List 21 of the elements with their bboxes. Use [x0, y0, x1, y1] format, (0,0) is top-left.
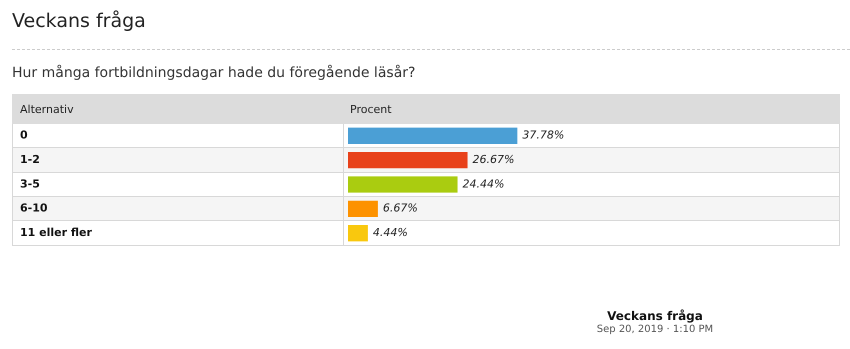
y-tick-label: 0: [20, 129, 28, 142]
data-label: 37.78%: [522, 129, 564, 142]
text: Sep 20, 2019 · 1:10 PM: [596, 324, 714, 335]
bar: [348, 201, 378, 218]
y-axis-title: Alternativ: [20, 103, 74, 116]
x-axis-title: Procent: [350, 103, 392, 116]
bar: [348, 225, 368, 242]
data-label: 24.44%: [462, 178, 504, 191]
data-label: 4.44%: [372, 226, 408, 240]
y-tick-label: 3-5: [20, 178, 40, 191]
data-label: 26.67%: [472, 153, 514, 166]
text: Hur många fortbildningsdagar hade du föregående läsår?: [12, 65, 416, 81]
y-tick-label: 11 eller fler: [20, 226, 92, 240]
bar: [348, 128, 518, 144]
y-tick-label: 6-10: [20, 202, 48, 216]
text: Veckans fråga: [606, 309, 704, 323]
data-label: 6.67%: [382, 202, 418, 216]
bar: [348, 176, 458, 194]
text: Veckans fråga: [12, 10, 146, 32]
y-tick-label: 1-2: [20, 153, 40, 166]
bar: [348, 152, 468, 169]
